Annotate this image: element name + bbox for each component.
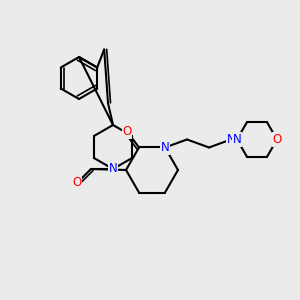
Text: O: O <box>72 176 82 190</box>
Text: N: N <box>232 133 242 146</box>
Text: N: N <box>226 133 236 146</box>
Text: O: O <box>122 125 132 138</box>
Text: N: N <box>160 141 169 154</box>
Text: N: N <box>109 163 117 176</box>
Text: O: O <box>272 133 282 146</box>
